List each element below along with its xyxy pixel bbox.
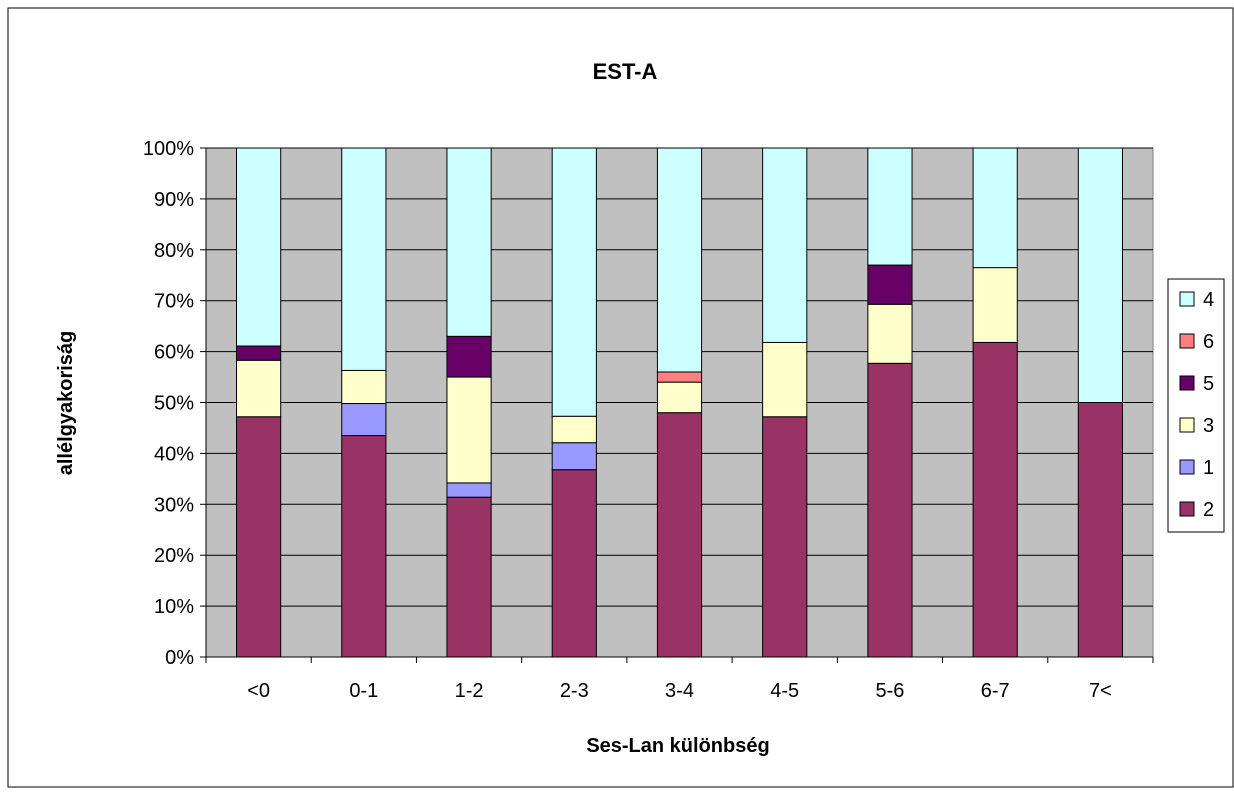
bar-segment-series-2	[236, 416, 282, 658]
y-tick-label: 60%	[154, 342, 194, 364]
y-tick-label: 10%	[154, 596, 194, 618]
y-tick-labels: 0% 10% 20% 30% 40% 50% 60% 70% 80% 90% 100%	[143, 138, 194, 669]
y-tick-label: 0%	[165, 647, 194, 669]
bar-segment-series-4	[551, 147, 597, 417]
legend: 4 6 5 3 1 2	[1167, 278, 1225, 533]
y-tick-label: 30%	[154, 494, 194, 516]
legend-swatch	[1179, 291, 1195, 307]
bar-segment-series-5	[867, 264, 913, 305]
bars	[236, 147, 1123, 658]
bar-segment-series-4	[236, 147, 282, 347]
x-tick-label: 7<	[1089, 680, 1112, 702]
y-axis-title: allélgyakoriság	[55, 331, 77, 476]
x-tick-label: 0-1	[349, 680, 378, 702]
legend-swatch	[1179, 417, 1195, 433]
legend-swatch	[1179, 501, 1195, 517]
bar-segment-series-3	[867, 303, 913, 364]
legend-swatch	[1179, 333, 1195, 349]
axes	[200, 147, 1154, 663]
bar-segment-series-4	[972, 147, 1018, 269]
chart-title: EST-A	[593, 59, 658, 84]
bar-segment-series-2	[341, 435, 387, 658]
x-axis-title: Ses-Lan különbség	[586, 735, 769, 757]
bar-segment-series-2	[656, 412, 703, 658]
bar-segment-series-3	[972, 267, 1018, 343]
bar-segment-series-4	[867, 147, 913, 266]
bar-segment-series-2	[762, 416, 808, 658]
bar-segment-series-4	[446, 147, 492, 337]
x-tick-labels: <0 0-1 1-2 2-3 3-4 4-5 5-6 6-7 7<	[247, 680, 1112, 702]
bar-segment-series-5	[236, 345, 282, 361]
x-tick-label: 4-5	[770, 680, 799, 702]
legend-label: 6	[1203, 331, 1214, 353]
bar-segment-series-6	[656, 371, 703, 383]
legend-label: 4	[1203, 289, 1214, 311]
bar-segment-series-2	[551, 469, 597, 658]
y-tick-label: 20%	[154, 545, 194, 567]
y-tick-label: 80%	[154, 240, 194, 262]
y-tick-label: 50%	[154, 393, 194, 415]
bar-segment-series-3	[446, 376, 492, 484]
legend-swatch	[1179, 375, 1195, 391]
y-tick-label: 90%	[154, 189, 194, 211]
bar-segment-series-4	[341, 147, 387, 371]
bar-segment-series-2	[446, 496, 492, 658]
bar-segment-series-1	[341, 403, 387, 437]
legend-label: 1	[1203, 457, 1214, 479]
x-tick-label: 6-7	[981, 680, 1010, 702]
legend-swatch	[1179, 459, 1195, 475]
x-tick-label: 3-4	[665, 680, 694, 702]
x-tick-label: 5-6	[875, 680, 904, 702]
x-tick-label: 1-2	[455, 680, 484, 702]
legend-label: 3	[1203, 415, 1214, 437]
y-tick-label: 70%	[154, 291, 194, 313]
bar-segment-series-3	[656, 381, 703, 414]
legend-box	[1167, 278, 1225, 533]
y-tick-label: 40%	[154, 443, 194, 465]
bar-segment-series-4	[656, 147, 703, 373]
bar-segment-series-2	[972, 341, 1018, 658]
bar-segment-series-3	[762, 341, 808, 418]
x-tick-label: 2-3	[560, 680, 589, 702]
bar-segment-series-2	[1077, 402, 1123, 658]
bar-segment-series-3	[341, 369, 387, 405]
legend-label: 2	[1203, 499, 1214, 521]
bar-segment-series-4	[1077, 147, 1123, 403]
bar-segment-series-2	[867, 362, 913, 658]
bar-segment-series-1	[446, 482, 492, 498]
legend-label: 5	[1203, 373, 1214, 395]
bar-segment-series-1	[551, 442, 597, 471]
bar-segment-series-4	[762, 147, 808, 343]
bar-segment-series-5	[446, 335, 492, 378]
bar-segment-series-3	[236, 359, 282, 418]
bar-segment-series-3	[551, 415, 597, 444]
y-tick-label: 100%	[143, 138, 194, 160]
x-tick-label: <0	[247, 680, 270, 702]
